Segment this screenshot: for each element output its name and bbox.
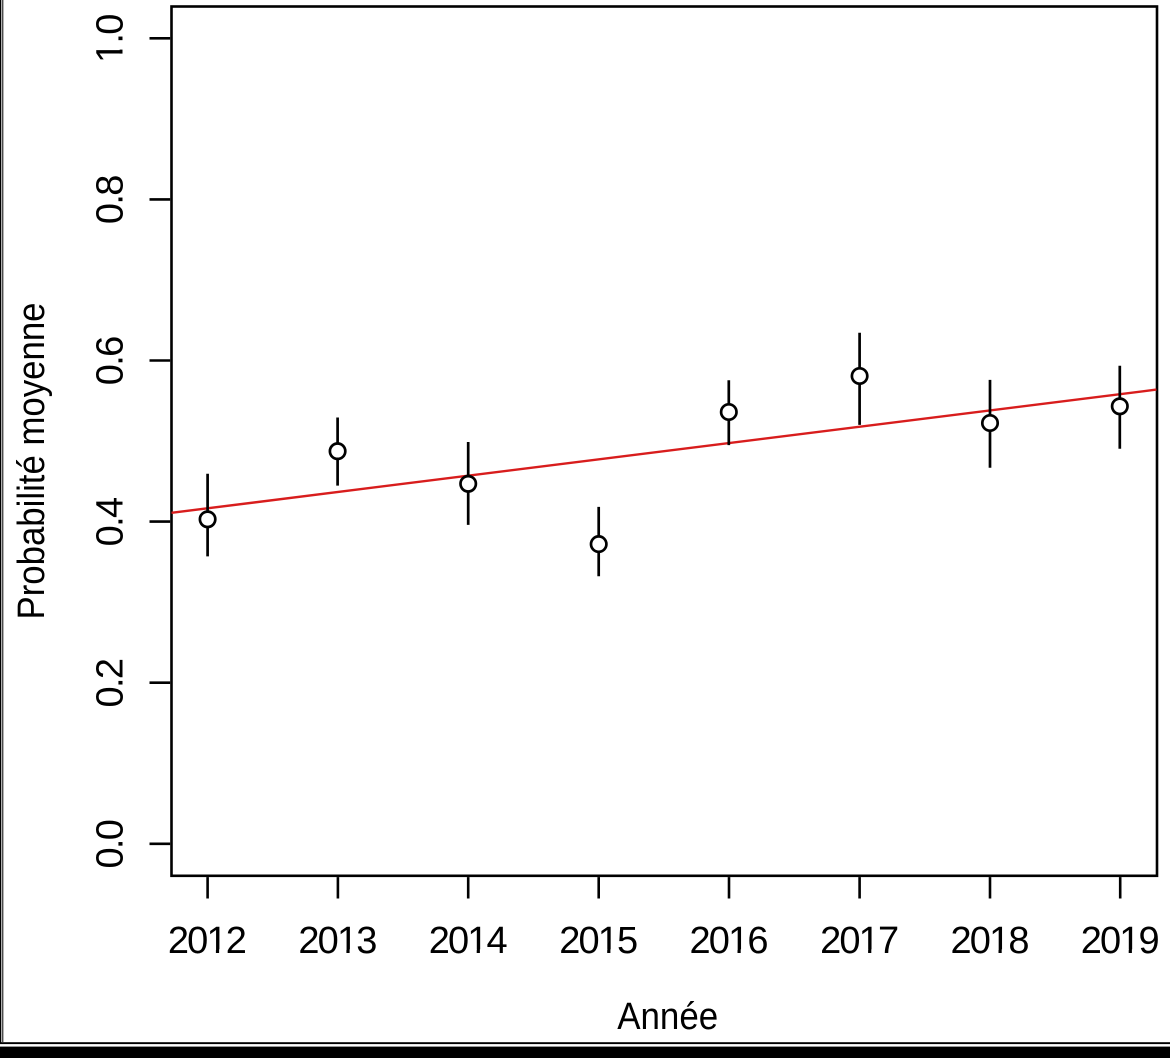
svg-text:2016: 2016 — [690, 920, 769, 962]
svg-text:Probabilité moyenne: Probabilité moyenne — [11, 303, 53, 620]
svg-text:Année: Année — [617, 996, 718, 1038]
svg-text:0.2: 0.2 — [90, 658, 132, 708]
svg-text:0.4: 0.4 — [90, 497, 132, 547]
svg-text:2018: 2018 — [951, 920, 1030, 962]
svg-text:1.0: 1.0 — [90, 14, 132, 64]
svg-text:2013: 2013 — [298, 920, 377, 962]
svg-text:0.0: 0.0 — [90, 819, 132, 869]
svg-text:2017: 2017 — [820, 920, 899, 962]
svg-text:2014: 2014 — [429, 920, 508, 962]
svg-text:2015: 2015 — [559, 920, 638, 962]
svg-text:0.6: 0.6 — [90, 336, 132, 386]
svg-text:2012: 2012 — [168, 920, 247, 962]
svg-text:0.8: 0.8 — [90, 175, 132, 225]
svg-text:2019: 2019 — [1081, 920, 1160, 962]
